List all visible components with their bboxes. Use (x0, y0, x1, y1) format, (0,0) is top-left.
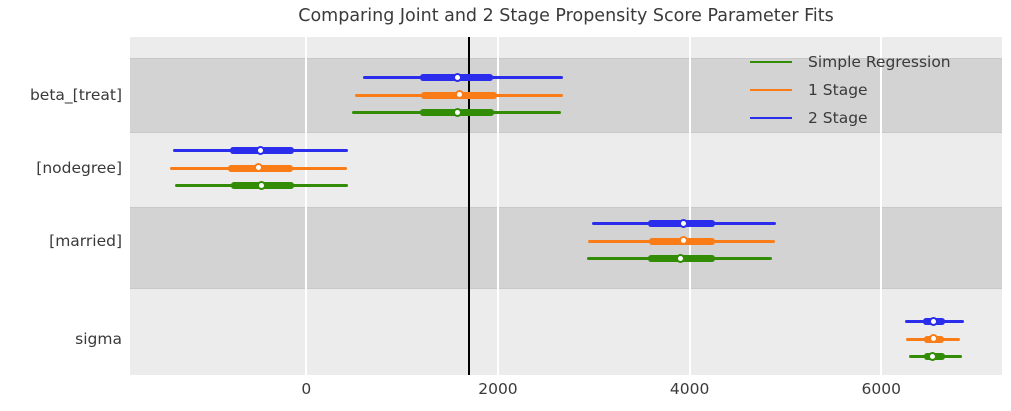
point-estimate-marker (452, 107, 462, 117)
point-estimate-marker (256, 145, 266, 155)
plot-area (130, 37, 1002, 375)
gridline (880, 37, 883, 375)
point-estimate-marker (454, 90, 464, 99)
y-axis-label: sigma (75, 330, 122, 348)
y-axis-label: [married] (49, 232, 122, 250)
legend-line-swatch (750, 60, 792, 64)
x-tick-label: 6000 (861, 380, 901, 398)
point-estimate-marker (254, 163, 264, 172)
legend-label: 2 Stage (808, 109, 868, 127)
legend-item: 2 Stage (750, 104, 951, 132)
x-tick-label: 0 (301, 380, 312, 398)
legend-line-swatch (750, 116, 792, 120)
legend-line-swatch (750, 88, 792, 92)
point-estimate-marker (928, 351, 938, 361)
y-axis-label: beta_[treat] (29, 86, 122, 104)
gridline (305, 37, 308, 375)
shaded-band (130, 57, 1002, 133)
legend-item: Simple Regression (750, 48, 951, 76)
point-estimate-marker (928, 334, 938, 343)
point-estimate-marker (678, 218, 688, 228)
x-tick-label: 2000 (478, 380, 518, 398)
point-estimate-marker (678, 236, 688, 245)
legend-label: Simple Regression (808, 53, 951, 71)
x-tick-label: 4000 (669, 380, 710, 398)
legend: Simple Regression 1 Stage 2 Stage (750, 48, 951, 132)
chart-title: Comparing Joint and 2 Stage Propensity S… (298, 6, 834, 26)
point-estimate-marker (675, 253, 685, 263)
point-estimate-marker (929, 316, 939, 326)
reference-line (467, 37, 470, 375)
gridline (496, 37, 499, 375)
legend-label: 1 Stage (808, 81, 868, 99)
point-estimate-marker (452, 72, 462, 82)
point-estimate-marker (257, 180, 267, 190)
y-axis-label: [nodegree] (36, 159, 122, 177)
gridline (688, 37, 691, 375)
legend-item: 1 Stage (750, 76, 951, 104)
shaded-band (130, 206, 1002, 289)
